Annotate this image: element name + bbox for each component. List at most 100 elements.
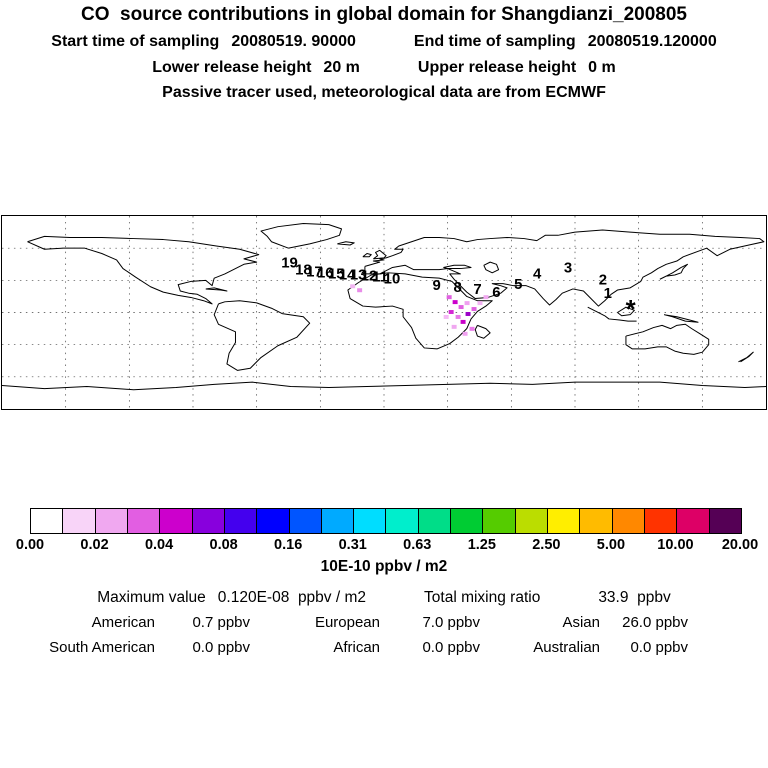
trajectory-day-label: 13 (350, 267, 367, 283)
colorbar-cell (288, 509, 321, 533)
colorbar-cell (676, 509, 709, 533)
source-contribution-cell (448, 310, 454, 314)
colorbar-cell (320, 509, 354, 533)
trajectory-day-label: 2 (599, 272, 607, 288)
source-contribution-cell (455, 314, 461, 319)
colorbar (30, 508, 742, 534)
region-value-american: 0.7 ppbv (192, 614, 250, 631)
maximum-value-label: Maximum value (97, 589, 206, 606)
colorbar-tick-label: 0.31 (338, 537, 367, 553)
start-time-label: Start time of sampling (51, 33, 220, 50)
colorbar-cell (708, 509, 741, 533)
colorbar-tick-label: 0.16 (274, 537, 303, 553)
colorbar-tick-label: 0.63 (403, 537, 432, 553)
colorbar-tick-label: 5.00 (596, 537, 626, 553)
region-label-african: African (333, 639, 380, 656)
coastline (443, 264, 472, 270)
end-time-value: 20080519.120000 (587, 33, 717, 50)
coastline (625, 323, 710, 355)
coastline (664, 314, 699, 323)
colorbar-tick-label: 0.00 (15, 537, 45, 553)
colorbar-cell (353, 509, 386, 533)
source-contribution-cell (483, 295, 489, 300)
coastline (659, 263, 689, 280)
source-contribution-cell (462, 331, 468, 336)
trajectory-day-label: 19 (281, 255, 298, 271)
trajectory-day-label: 1 (604, 286, 612, 302)
region-label-asian: Asian (562, 614, 600, 631)
colorbar-ticks: 0.00 0.02 0.04 0.08 0.16 0.31 0.63 1.25 2.50 5.00… (16, 537, 758, 555)
colorbar-cell (191, 509, 224, 533)
trajectory-day-label: 17 (306, 264, 323, 280)
lower-release-label: Lower release height (152, 59, 312, 76)
sampling-times-line: Start time of sampling 20080519. 90000 E… (0, 33, 768, 51)
colorbar-cell (62, 509, 95, 533)
colorbar-tick-label: 0.02 (80, 537, 109, 553)
source-contribution-cell (477, 301, 483, 306)
total-mixing-ratio-value: 33.9 ppbv (598, 589, 671, 606)
coastline (587, 306, 637, 322)
source-contribution-cell (446, 295, 452, 300)
maximum-value: 0.120E-08 ppbv / m2 (217, 589, 367, 606)
trajectory-day-label: 15 (328, 266, 345, 282)
trajectory-day-label: 9 (433, 278, 441, 294)
region-value-european: 7.0 ppbv (422, 614, 480, 631)
summary-stats-line: Maximum value 0.120E-08 ppbv / m2 Total … (0, 589, 768, 607)
total-mixing-ratio-label: Total mixing ratio (424, 589, 541, 606)
region-label-american: American (91, 614, 155, 631)
region-label-european: European (314, 614, 380, 631)
colorbar-cell (417, 509, 451, 533)
source-contribution-cell (451, 324, 457, 329)
colorbar-cell (94, 509, 127, 533)
source-contribution-cell (443, 314, 449, 319)
world-map: 19 18 17 16 15 14 13 12 11 10 9 8 7 6 5 4 3 2 1 * (1, 215, 767, 410)
coastline (213, 300, 311, 371)
region-value-asian: 26.0 ppbv (622, 614, 688, 631)
colorbar-tick-label: 20.00 (721, 537, 759, 553)
release-heights-line: Lower release height 20 m Upper release … (0, 59, 768, 77)
source-contribution-cell (471, 307, 477, 312)
coastline (474, 324, 491, 339)
lower-release-value: 20 m (323, 59, 360, 76)
source-contribution-cell (452, 300, 458, 305)
coastline (27, 235, 260, 305)
coastline (364, 229, 765, 307)
colorbar-tick-label: 10.00 (657, 537, 694, 553)
colorbar-tick-label: 0.08 (209, 537, 238, 553)
colorbar-cell (159, 509, 192, 533)
region-value-south-american: 0.0 ppbv (192, 639, 250, 656)
upper-release-label: Upper release height (417, 59, 577, 76)
region-value-australian: 0.0 ppbv (630, 639, 688, 656)
colorbar-cell (482, 509, 515, 533)
coastline (617, 306, 635, 317)
trajectory-day-label: 16 (317, 265, 334, 281)
coastline (373, 249, 387, 260)
colorbar-cell (256, 509, 289, 533)
colorbar-cell (643, 509, 677, 533)
colorbar-cell (223, 509, 257, 533)
coastline (738, 351, 754, 363)
trajectory-day-label: 11 (372, 269, 388, 285)
trajectory-day-label: 14 (339, 267, 356, 283)
colorbar-cell (385, 509, 418, 533)
source-contribution-cell (464, 301, 470, 306)
region-label-australian: Australian (533, 639, 600, 656)
region-label-south-american: South American (49, 639, 155, 656)
trajectory-day-label: 18 (295, 262, 312, 278)
source-contribution-cell (469, 326, 475, 331)
coastline (362, 253, 372, 258)
colorbar-cell (31, 509, 63, 533)
tracer-note: Passive tracer used, meteorological data… (162, 84, 606, 101)
colorbar-tick-label: 1.25 (467, 537, 496, 553)
source-contribution-cell (350, 284, 356, 289)
start-time-value: 20080519. 90000 (231, 33, 356, 50)
coastline (2, 381, 766, 391)
colorbar-cell (514, 509, 547, 533)
upper-release-value: 0 m (588, 59, 616, 76)
colorbar-tick-label: 2.50 (532, 537, 561, 553)
page-title: CO source contributions in global domain… (81, 4, 687, 25)
trajectory-day-label: 12 (361, 268, 378, 284)
end-time-label: End time of sampling (413, 33, 576, 50)
colorbar-cell (579, 509, 612, 533)
colorbar-cell (611, 509, 644, 533)
